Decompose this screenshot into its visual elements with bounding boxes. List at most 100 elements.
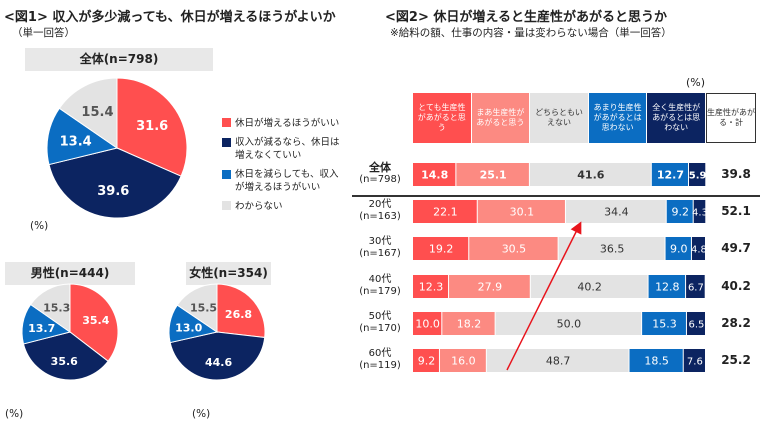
bar-segment [558, 237, 665, 260]
bar-value-label: 12.3 [419, 281, 444, 294]
bar-value-label: 9.0 [670, 243, 688, 256]
bar-segment [413, 200, 477, 223]
legend-label: 収入が減るなら、休日は増えなくていい [235, 137, 340, 161]
row-n: (n=798) [359, 174, 401, 185]
pie-value-label: 15.4 [81, 105, 113, 120]
row-n: (n=167) [359, 248, 401, 259]
bar-segment [648, 275, 686, 298]
pie-value-label: 15.3 [43, 301, 70, 314]
bar-segment [456, 163, 529, 186]
fig2-subtitle: ※給料の額、仕事の内容・量は変わらない場合（単一回答） [390, 27, 672, 39]
bar-value-label: 4.3 [692, 208, 708, 219]
bar-segment [686, 312, 705, 335]
bar-segment [689, 163, 706, 186]
bar-segment [442, 312, 495, 335]
bar-segment [565, 200, 666, 223]
bar-segment [495, 312, 642, 335]
row-n: (n=119) [359, 360, 401, 371]
bar-value-label: 12.8 [655, 281, 680, 294]
pie-label-all: 全体(n=798) [25, 48, 213, 71]
pie-value-label: 39.6 [97, 184, 129, 199]
row-label: 50代 (n=170) [350, 311, 410, 335]
legend-item: 休日が増えるほうがいい [222, 117, 362, 130]
header-0: とても生産性があがると思う [413, 93, 471, 143]
bar-segment [469, 237, 558, 260]
row-category: 50代 [368, 311, 392, 322]
row-category: 60代 [368, 348, 392, 359]
bar-segment [666, 200, 693, 223]
pie-value-label: 35.6 [51, 355, 78, 368]
row-total: 49.7 [721, 241, 751, 255]
header-label: まあ生産性があがると思う [476, 108, 525, 127]
bar-unit: (%) [686, 76, 706, 89]
bar-segment [530, 275, 648, 298]
fig1-title: <図1> 収入が多少減っても、休日が増えるほうがよいか [4, 10, 336, 25]
legend-swatch [222, 170, 231, 179]
bar-segment [686, 275, 705, 298]
pie-slice [46, 107, 119, 166]
bar-value-label: 48.7 [546, 355, 571, 368]
bar-value-label: 30.5 [502, 243, 527, 256]
legend-swatch [222, 118, 231, 127]
legend-swatch [222, 138, 231, 147]
legend-label: 休日が増えるほうがいい [235, 118, 340, 129]
bar-value-label: 6.5 [689, 320, 705, 331]
pie-value-label: 15.5 [190, 302, 217, 315]
row-label: 40代 (n=179) [350, 274, 410, 298]
legend-label: 休日を減らしても、収入が増えるほうがいい [235, 169, 339, 193]
bar-value-label: 22.1 [433, 206, 458, 219]
bar-value-label: 18.2 [457, 318, 482, 331]
pie-slice [116, 77, 188, 177]
bar-value-label: 27.9 [478, 281, 503, 294]
pie-unit-male: (%) [5, 408, 24, 420]
row-total: 28.2 [721, 316, 751, 330]
pie-value-label: 44.6 [205, 356, 232, 369]
bar-value-label: 12.7 [657, 169, 684, 182]
bar-value-label: 14.8 [421, 169, 448, 182]
bar-value-label: 10.0 [415, 318, 440, 331]
pie-value-label: 35.4 [82, 314, 109, 327]
bar-value-label: 25.1 [480, 169, 507, 182]
row-category: 全体 [369, 161, 391, 174]
header-3: あまり生産性があがるとは思わない [588, 93, 647, 143]
pie-legend: 休日が増えるほうがいい 収入が減るなら、休日は増えなくていい 休日を減らしても、… [222, 117, 362, 213]
fig1-subtitle: （単一回答） [12, 27, 75, 39]
bar-segment [413, 349, 439, 372]
legend-item: 収入が減るなら、休日は増えなくていい [222, 136, 362, 162]
bar-segment [665, 237, 691, 260]
row-category: 40代 [368, 274, 392, 285]
bar-value-label: 18.5 [644, 355, 669, 368]
bar-value-label: 40.2 [577, 281, 602, 294]
pie-value-label: 31.6 [136, 119, 168, 134]
bar-value-label: 15.3 [652, 318, 677, 331]
pie-slice [176, 283, 218, 333]
pie-slice [58, 77, 118, 149]
header-1: まあ生産性があがると思う [471, 93, 530, 143]
legend-item: 休日を減らしても、収入が増えるほうがいい [222, 168, 362, 194]
pie-value-label: 13.0 [175, 322, 202, 335]
row-category: 30代 [368, 236, 392, 247]
header-4: 全く生産性があがるとは思わない [647, 93, 705, 143]
row-total: 40.2 [721, 279, 751, 293]
header-label: あまり生産性があがるとは思わない [593, 103, 642, 132]
header-label: どちらともいえない [535, 108, 583, 127]
bar-value-label: 19.2 [429, 243, 454, 256]
pie-slice [48, 147, 182, 219]
row-label: 60代 (n=119) [350, 348, 410, 372]
bar-segment [413, 275, 449, 298]
row-total: 52.1 [721, 204, 751, 218]
trend-arrow [506, 221, 582, 371]
row-n: (n=163) [359, 211, 401, 222]
pie-slice [216, 283, 266, 339]
pie-value-label: 13.4 [60, 134, 92, 149]
header-total: 生産性があがる・計 [706, 93, 756, 143]
bar-value-label: 34.4 [604, 206, 629, 219]
bar-segment [439, 349, 486, 372]
bar-segment [477, 200, 565, 223]
bar-value-label: 6.7 [688, 283, 704, 294]
row-n: (n=179) [359, 286, 401, 297]
legend-item: わからない [222, 200, 362, 213]
row-category: 20代 [368, 199, 392, 210]
bar-segment [413, 312, 442, 335]
